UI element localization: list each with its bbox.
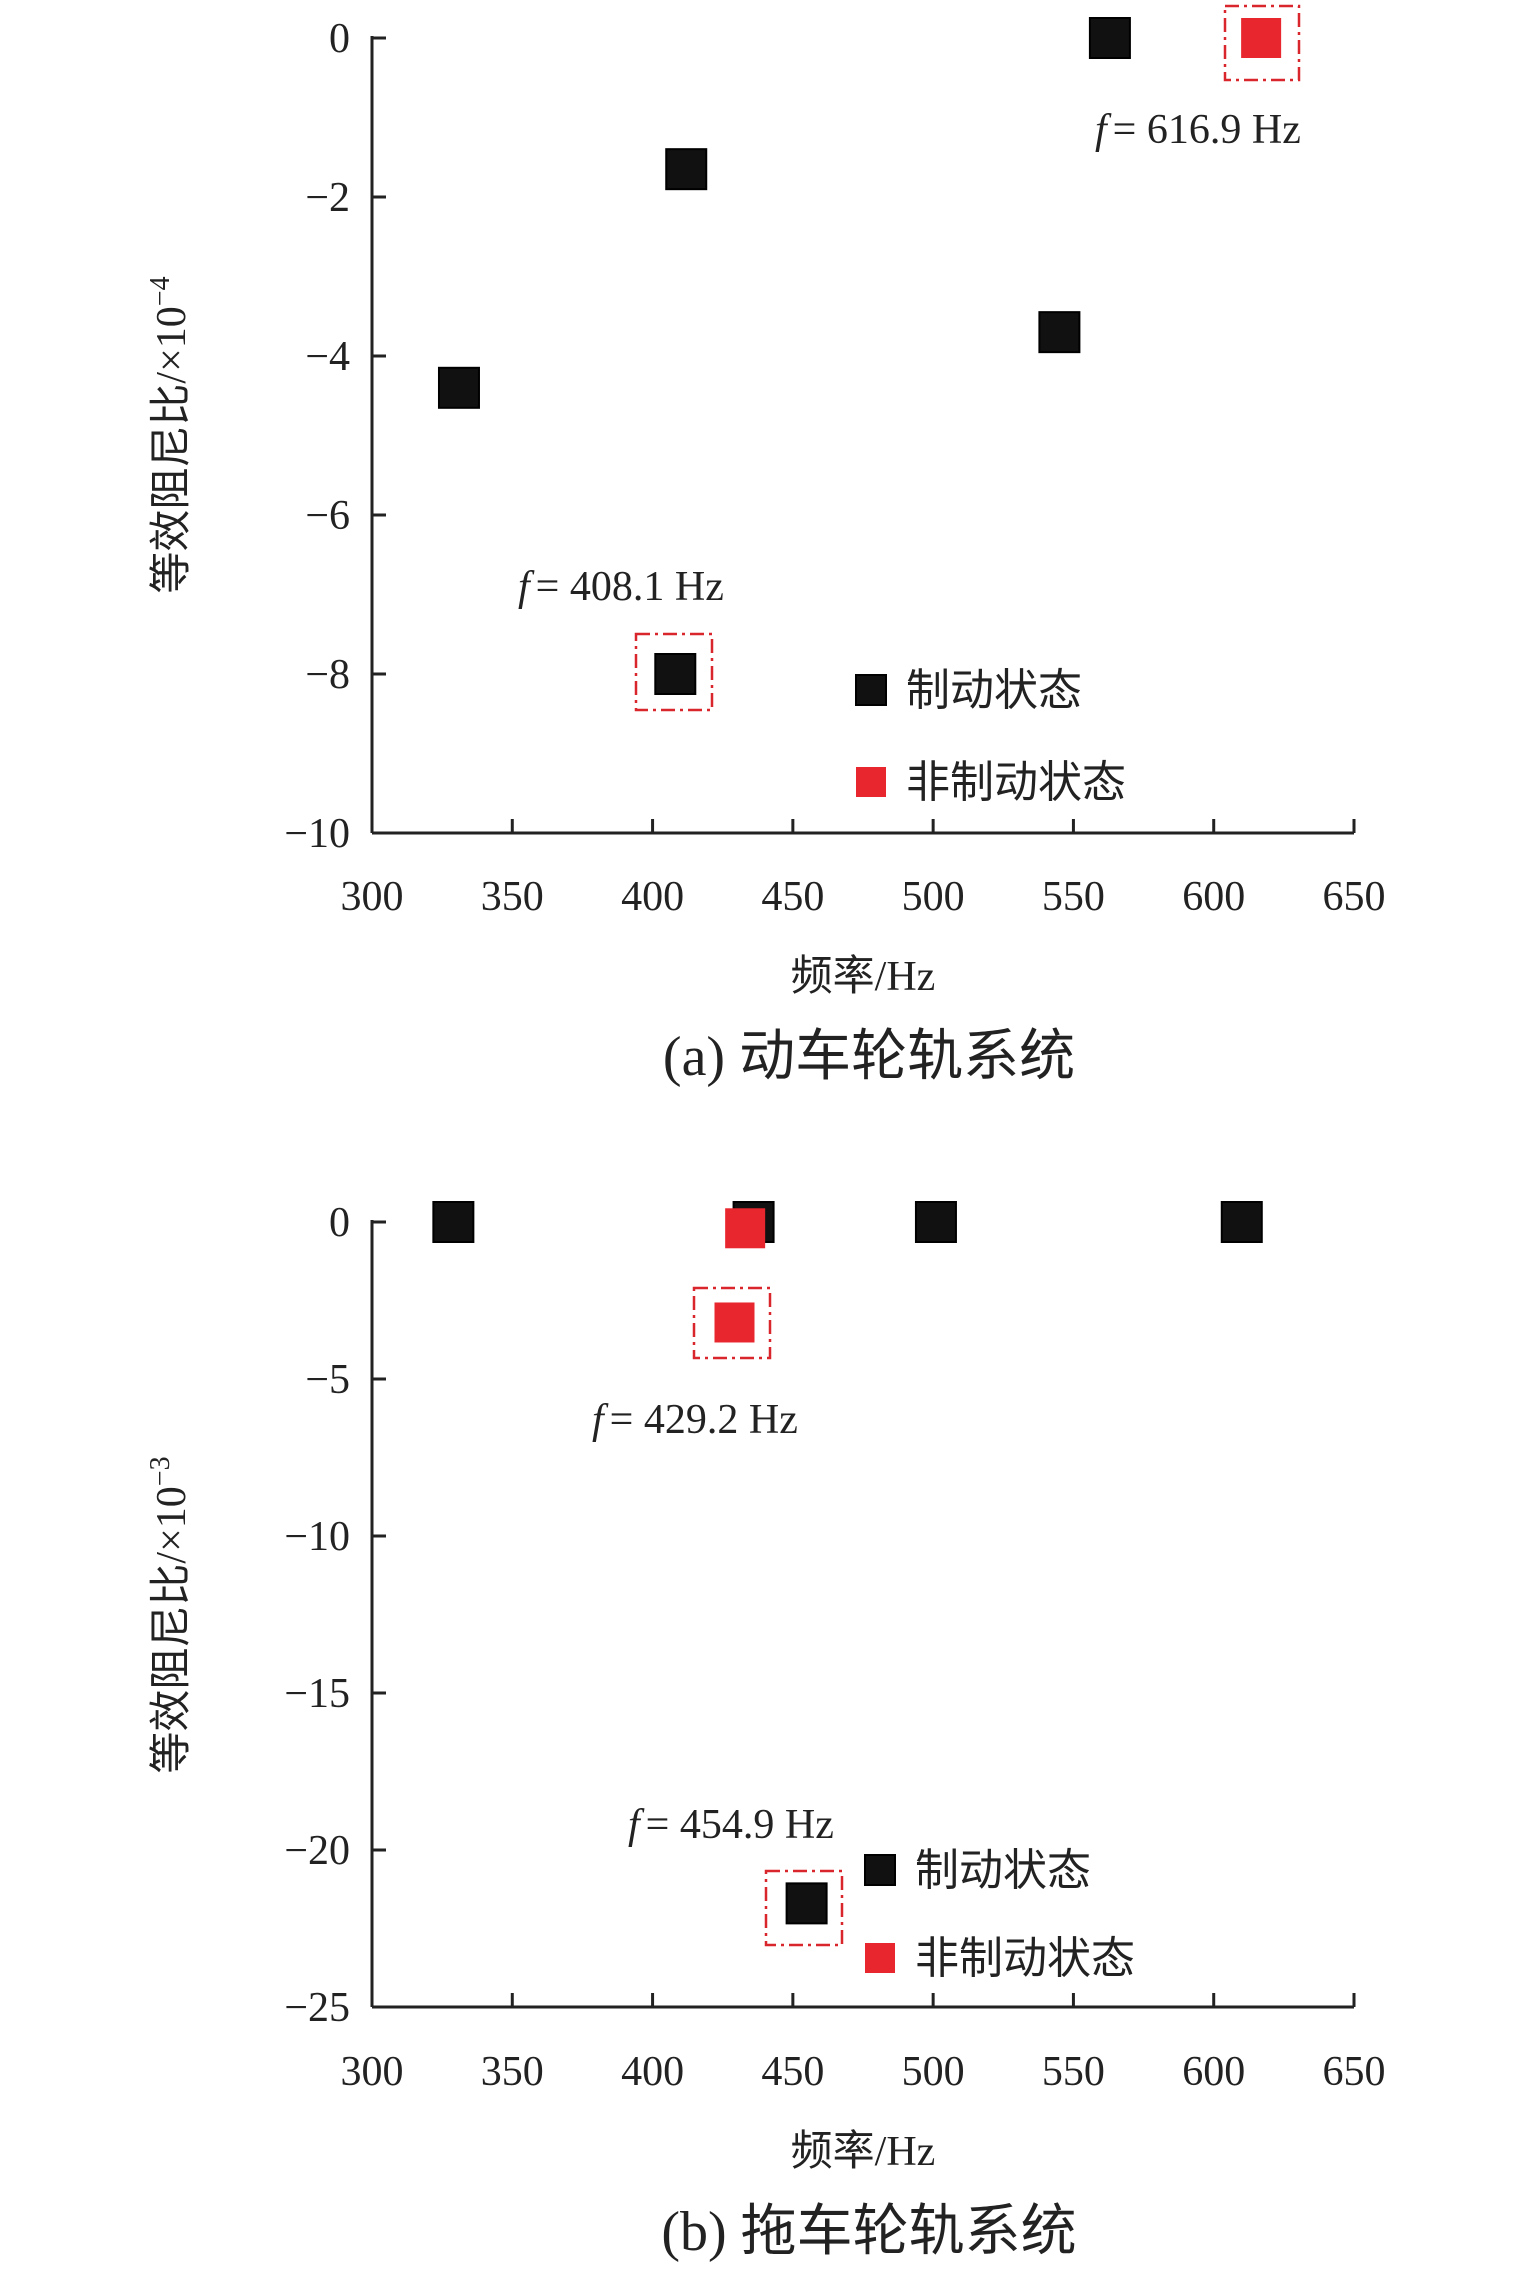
point-braking xyxy=(432,1201,475,1243)
y-tick-label: −8 xyxy=(305,652,350,698)
point-non-braking xyxy=(714,1302,755,1343)
point-braking xyxy=(785,1882,828,1925)
frequency-annotation: f = 616.9 Hz xyxy=(1095,107,1301,153)
frequency-annotation: f = 408.1 Hz xyxy=(518,564,724,610)
chart-panel-a: 0 −2 −4 −6 −8 −10 300 350 400 450 500 550 600 650 频率/H… xyxy=(145,4,1386,1088)
point-non-braking xyxy=(725,1208,766,1249)
highlight-box xyxy=(1223,4,1301,82)
legend-marker xyxy=(865,1943,895,1973)
legend-marker xyxy=(864,1854,896,1886)
x-tick-label: 500 xyxy=(902,874,965,920)
point-braking xyxy=(665,148,708,191)
y-axis-label: 等效阻尼比/×10−3 xyxy=(145,1456,195,1773)
annotation-f-symbol: f xyxy=(1095,107,1112,153)
y-tick-label: −6 xyxy=(305,493,350,539)
y-tick-label: −15 xyxy=(284,1671,350,1717)
x-tick-label: 550 xyxy=(1042,874,1105,920)
x-tick-label: 300 xyxy=(341,874,404,920)
annotation-f-symbol: f xyxy=(592,1397,609,1443)
annotation-value: = 454.9 Hz xyxy=(646,1802,834,1848)
annotation-f-symbol: f xyxy=(518,564,535,610)
x-tick-label: 600 xyxy=(1182,874,1245,920)
annotation-value: = 408.1 Hz xyxy=(536,564,724,610)
highlight-box xyxy=(692,1286,772,1360)
y-tick-label: −2 xyxy=(305,175,350,221)
legend-marker xyxy=(855,674,887,706)
y-axis-label-text: 等效阻尼比/×10 xyxy=(149,306,195,593)
chart-panel-b: 0 −5 −10 −15 −20 −25 300 350 400 450 500 550 600 650 频… xyxy=(145,1200,1386,2263)
point-braking xyxy=(1220,1201,1263,1243)
y-axis-label-exponent: −3 xyxy=(145,1456,176,1486)
x-axis-label: 频率/Hz xyxy=(791,2128,936,2175)
legend-label: 制动状态 xyxy=(915,1846,1091,1895)
y-tick-label: −20 xyxy=(284,1828,350,1874)
y-tick-label: −5 xyxy=(305,1357,350,1403)
point-braking xyxy=(1038,311,1081,354)
highlight-box xyxy=(764,1869,844,1947)
y-tick-label: −25 xyxy=(284,1985,350,2031)
legend-label: 制动状态 xyxy=(906,666,1082,715)
y-tick-label: −10 xyxy=(284,1514,350,1560)
annotation-value: = 616.9 Hz xyxy=(1113,107,1301,153)
panel-caption: (a) 动车轮轨系统 xyxy=(663,1026,1075,1088)
y-tick-label: 0 xyxy=(329,16,350,62)
y-axis-label: 等效阻尼比/×10−4 xyxy=(145,276,195,593)
x-tick-label: 500 xyxy=(902,2049,965,2095)
annotation-f-symbol: f xyxy=(628,1802,645,1848)
frequency-annotation: f = 454.9 Hz xyxy=(628,1802,834,1848)
legend-label: 非制动状态 xyxy=(906,758,1126,807)
y-axis-label-text: 等效阻尼比/×10 xyxy=(149,1486,195,1773)
point-braking xyxy=(914,1201,957,1243)
x-tick-label: 600 xyxy=(1182,2049,1245,2095)
highlight-box xyxy=(634,632,714,712)
y-tick-label: −4 xyxy=(305,334,350,380)
point-braking xyxy=(1088,17,1131,59)
y-axis-label-exponent: −4 xyxy=(145,276,176,306)
legend-label: 非制动状态 xyxy=(915,1934,1135,1983)
x-tick-label: 450 xyxy=(761,874,824,920)
x-tick-label: 350 xyxy=(481,2049,544,2095)
frequency-annotation: f = 429.2 Hz xyxy=(592,1397,798,1443)
y-tick-label: −10 xyxy=(284,811,350,857)
panel-caption: (b) 拖车轮轨系统 xyxy=(661,2201,1076,2263)
y-tick-label: 0 xyxy=(329,1200,350,1246)
point-braking xyxy=(654,653,697,695)
x-tick-label: 400 xyxy=(621,874,684,920)
x-tick-label: 650 xyxy=(1323,874,1386,920)
annotation-value: = 429.2 Hz xyxy=(610,1397,798,1443)
point-braking xyxy=(437,366,480,409)
x-tick-label: 650 xyxy=(1323,2049,1386,2095)
x-tick-label: 300 xyxy=(341,2049,404,2095)
point-non-braking xyxy=(1241,18,1282,58)
x-tick-label: 550 xyxy=(1042,2049,1105,2095)
x-tick-label: 450 xyxy=(761,2049,824,2095)
legend-marker xyxy=(856,767,886,797)
x-tick-label: 350 xyxy=(481,874,544,920)
x-axis-label: 频率/Hz xyxy=(791,953,936,1000)
x-tick-label: 400 xyxy=(621,2049,684,2095)
